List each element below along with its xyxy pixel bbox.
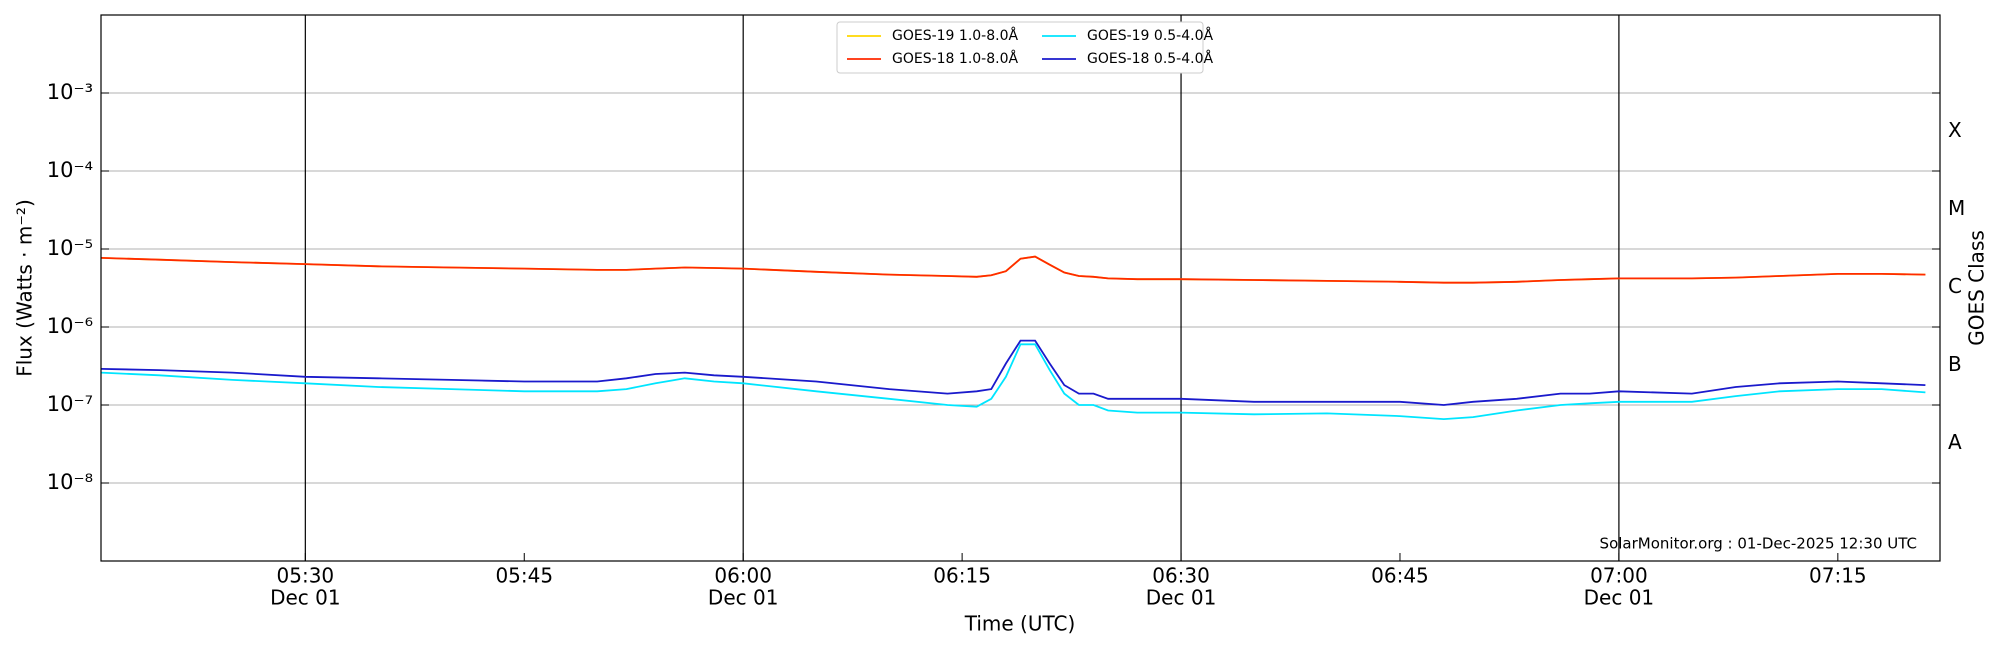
x-tick-label: 05:30 xyxy=(277,564,335,588)
y2-tick-label: A xyxy=(1948,430,1962,454)
legend-label: GOES-19 0.5-4.0Å xyxy=(1087,27,1213,44)
series-line xyxy=(100,339,1926,406)
y2-tick-label: M xyxy=(1948,196,1965,220)
series-line xyxy=(100,255,1926,284)
x-tick-label: 07:00 xyxy=(1590,564,1648,588)
legend-label: GOES-18 1.0-8.0Å xyxy=(892,50,1018,67)
legend-label: GOES-19 1.0-8.0Å xyxy=(892,27,1018,44)
annotation: SolarMonitor.org : 01-Dec-2025 12:30 UTC xyxy=(1600,535,1917,553)
x-tick-label: 06:30 xyxy=(1152,564,1210,588)
x-tick-date: Dec 01 xyxy=(270,586,341,610)
x-tick-label: 06:00 xyxy=(714,564,772,588)
y-tick-label: 10⁻⁷ xyxy=(47,392,93,416)
y-tick-label: 10⁻³ xyxy=(47,80,93,104)
y2-axis-label: GOES Class xyxy=(1965,230,1989,346)
y-axis-label: Flux (Watts · m⁻²) xyxy=(13,199,37,377)
x-tick-date: Dec 01 xyxy=(708,586,779,610)
y-tick-label: 10⁻⁶ xyxy=(47,314,93,338)
x-tick-label: 06:15 xyxy=(933,564,991,588)
x-axis-label: Time (UTC) xyxy=(964,612,1076,636)
x-tick-date: Dec 01 xyxy=(1584,586,1655,610)
y2-tick-label: X xyxy=(1948,118,1962,142)
x-tick-label: 05:45 xyxy=(495,564,553,588)
y-tick-label: 10⁻⁴ xyxy=(47,158,93,182)
x-tick-date: Dec 01 xyxy=(1146,586,1217,610)
x-tick-label: 06:45 xyxy=(1371,564,1429,588)
y2-tick-label: C xyxy=(1948,274,1962,298)
x-tick-label: 07:15 xyxy=(1809,564,1867,588)
legend-label: GOES-18 0.5-4.0Å xyxy=(1087,50,1213,67)
y-tick-label: 10⁻⁵ xyxy=(47,236,93,260)
plot-frame xyxy=(100,14,1941,562)
legend-box xyxy=(836,21,1204,74)
y-tick-label: 10⁻⁸ xyxy=(47,470,93,494)
y2-tick-label: B xyxy=(1948,352,1962,376)
series-line xyxy=(100,343,1926,421)
